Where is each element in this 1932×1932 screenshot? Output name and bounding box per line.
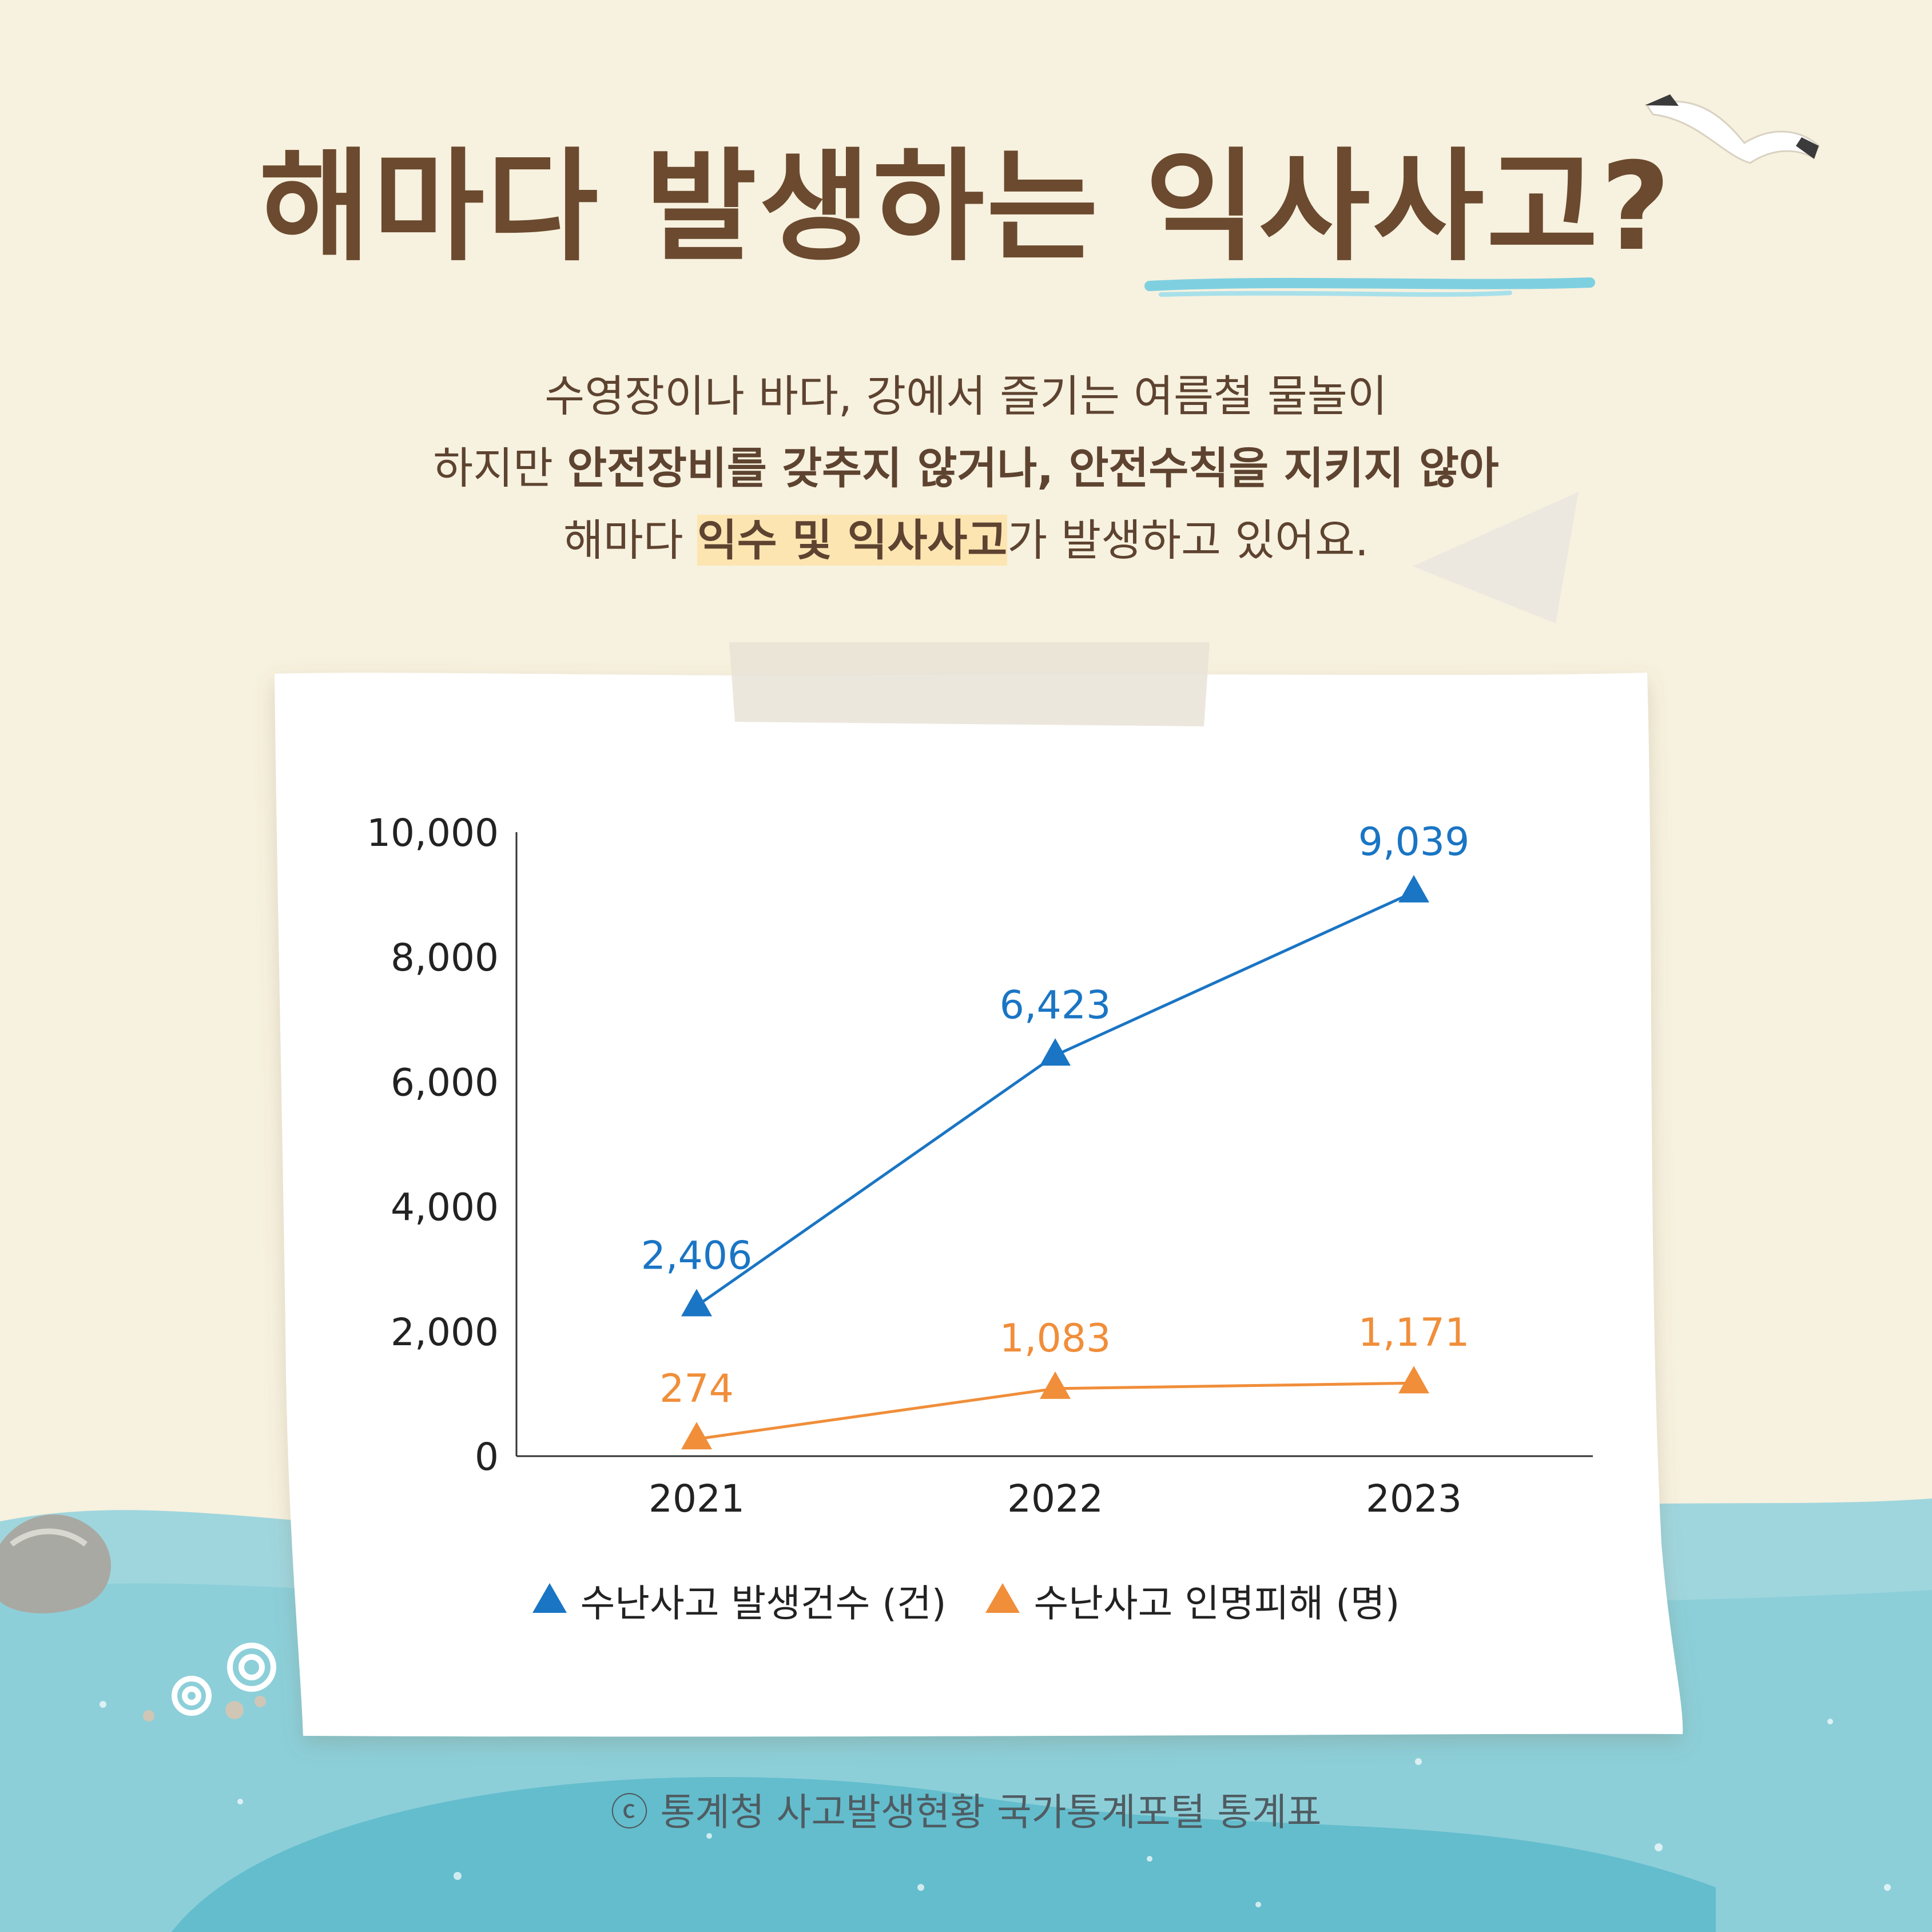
y-tick-label: 2,000 [391, 1310, 499, 1354]
data-point-marker [1040, 1038, 1071, 1066]
x-tick-label: 2021 [649, 1477, 745, 1521]
legend-label-incidents: 수난사고 발생건수 (건) [580, 1581, 947, 1625]
data-point-marker [1398, 1366, 1429, 1394]
subtitle-line-3: 해마다 익수 및 익사사고가 발생하고 있어요. [0, 504, 1932, 577]
y-tick-label: 0 [475, 1435, 499, 1479]
data-label: 1,171 [1358, 1310, 1470, 1355]
title-highlight: 익사사고 [1144, 136, 1601, 277]
y-tick-label: 4,000 [391, 1186, 499, 1230]
x-tick-label: 2023 [1366, 1477, 1462, 1521]
seashell-icon [172, 1643, 276, 1716]
chart-legend: 수난사고 발생건수 (건) 수난사고 인명피해 (명) [0, 1573, 1932, 1628]
subtitle-line-1: 수영장이나 바다, 강에서 즐기는 여름철 물놀이 [544, 371, 1388, 422]
y-tick-label: 10,000 [367, 811, 499, 855]
page-title: 해마다 발생하는 익사사고? [0, 137, 1932, 277]
legend-item-casualties: 수난사고 인명피해 (명) [985, 1573, 1400, 1628]
data-label: 9,039 [1358, 820, 1470, 865]
data-label: 274 [659, 1366, 734, 1412]
subtitle-line-2-emphasis: 안전장비를 갖추지 않거나, 안전수칙을 지키지 않아 [567, 443, 1499, 494]
y-tick-label: 8,000 [391, 936, 499, 980]
data-label: 1,083 [1000, 1316, 1111, 1361]
x-tick-label: 2022 [1007, 1477, 1103, 1521]
data-label: 2,406 [641, 1234, 753, 1279]
y-tick-label: 6,000 [391, 1060, 499, 1104]
data-point-marker [681, 1289, 712, 1317]
legend-label-casualties: 수난사고 인명피해 (명) [1033, 1581, 1400, 1625]
source-credit: ⓒ 통계청 사고발생현황 국가통계포털 통계표 [610, 1790, 1322, 1834]
data-point-marker [1040, 1371, 1071, 1399]
subtitle-line-3-highlight: 익수 및 익사사고 [697, 515, 1008, 566]
title-question-mark: ? [1600, 136, 1673, 277]
subtitle-line-3-tail: 가 발생하고 있어요. [1007, 515, 1369, 566]
data-point-marker [681, 1422, 712, 1450]
subtitle-line-3-lead: 해마다 [563, 515, 697, 566]
series-line [695, 891, 1415, 1307]
legend-item-incidents: 수난사고 발생건수 (건) [532, 1573, 947, 1628]
rock-icon [0, 1514, 111, 1613]
seagull-icon [1645, 94, 1820, 164]
title-main: 해마다 발생하는 [259, 136, 1145, 277]
subtitle-line-2-lead: 하지만 [433, 443, 567, 494]
data-label: 6,423 [1000, 983, 1111, 1028]
subtitle-line-2: 하지만 안전장비를 갖추지 않거나, 안전수칙을 지키지 않아 [0, 432, 1932, 504]
triangle-icon [985, 1583, 1020, 1613]
subtitle: 수영장이나 바다, 강에서 즐기는 여름철 물놀이 하지만 안전장비를 갖추지 … [0, 360, 1932, 577]
data-point-marker [1398, 874, 1429, 903]
triangle-icon [532, 1583, 567, 1613]
